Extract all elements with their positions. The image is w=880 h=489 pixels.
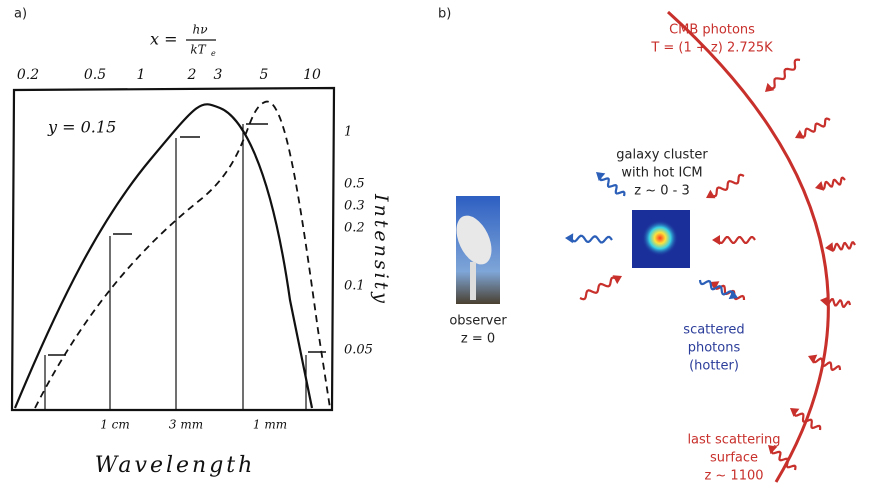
right-tick-label: 0.5 (344, 177, 365, 192)
formula-subscript: e (211, 49, 216, 58)
cmb-label: CMB photons (669, 23, 755, 38)
photon-wave (831, 242, 855, 250)
scattered-label: photons (688, 341, 741, 356)
right-tick-label: 0.3 (344, 199, 365, 214)
cluster-blob (642, 220, 678, 256)
panel-label: a) (14, 7, 27, 22)
top-tick-label: 10 (303, 67, 321, 83)
last-scattering-label: last scattering (687, 433, 780, 448)
right-tick-label: 0.2 (344, 221, 365, 236)
formula-lhs: x = (150, 30, 178, 49)
bottom-tick-label: 1 mm (253, 418, 287, 432)
panel-label: b) (438, 7, 451, 22)
top-tick-label: 2 (187, 67, 197, 83)
bottom-axis-label: Wavelength (95, 453, 256, 478)
arrow-head (565, 233, 573, 243)
top-tick-label: 3 (214, 67, 223, 83)
right-tick-label: 0.05 (344, 343, 373, 358)
photon-wave (580, 278, 617, 300)
shift-arrows (48, 124, 326, 355)
last-scattering-label: surface (710, 451, 758, 466)
scattered-label: scattered (683, 323, 744, 338)
dish-mount (470, 262, 476, 300)
photon-wave (814, 358, 841, 370)
photon-wave (821, 178, 845, 189)
scattered-label: (hotter) (689, 359, 739, 374)
observer-label: observer (449, 314, 507, 329)
figure: a) x = hν kT e 0.20.5123510 y = 0.15 10.… (0, 0, 880, 489)
top-axis: 0.2 0.5 1 2 3 5 10 (17, 67, 321, 83)
formula-numerator: hν (192, 23, 207, 37)
cmb-label: T = (1 + z) 2.725K (650, 41, 773, 56)
arrow-head (815, 181, 824, 191)
top-tick-label: 1 (137, 67, 146, 83)
photon-wave (769, 60, 800, 89)
photon-wave (571, 236, 612, 243)
top-tick-label: 0.5 (84, 67, 106, 83)
arrow-head (825, 242, 834, 252)
right-tick-label: 0.1 (344, 279, 365, 294)
arrow-head (712, 235, 720, 245)
cluster-label: z ~ 0 - 3 (634, 184, 689, 199)
arrow-head (706, 190, 715, 199)
right-tick-label: 1 (344, 125, 352, 140)
top-tick-label: 5 (260, 67, 269, 83)
arrow-head (613, 275, 622, 284)
photon-wave (718, 237, 755, 243)
formula-denominator: kT (190, 43, 206, 57)
last-scattering-label: z ~ 1100 (704, 469, 763, 484)
right-axis-label: Intensity (370, 193, 392, 306)
cluster-label: with hot ICM (621, 166, 702, 181)
bottom-axis: 1 cm 3 mm 1 mm (100, 418, 287, 432)
observer-label: z = 0 (461, 332, 495, 347)
arrow-head (795, 130, 804, 139)
cluster-label: galaxy cluster (616, 148, 708, 163)
drop-lines (45, 124, 306, 410)
annotation: y = 0.15 (47, 118, 116, 137)
right-axis: 1 0.5 0.3 0.2 0.1 0.05 (344, 125, 373, 358)
photon-wave (711, 175, 744, 196)
dashed-curve (35, 102, 330, 408)
bottom-tick-label: 3 mm (169, 418, 203, 432)
bottom-tick-label: 1 cm (100, 418, 130, 432)
photon-wave (800, 119, 830, 137)
top-tick-label: 0.2 (17, 67, 39, 83)
last-scattering-surface (668, 12, 828, 482)
